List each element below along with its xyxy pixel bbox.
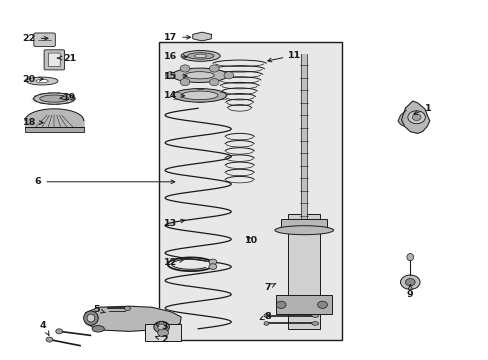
FancyBboxPatch shape bbox=[34, 33, 55, 46]
Ellipse shape bbox=[181, 50, 220, 61]
Text: 7: 7 bbox=[264, 283, 275, 292]
Ellipse shape bbox=[311, 321, 318, 325]
Ellipse shape bbox=[36, 80, 48, 83]
Circle shape bbox=[411, 114, 420, 121]
Text: 10: 10 bbox=[244, 237, 257, 246]
Circle shape bbox=[209, 65, 219, 72]
Circle shape bbox=[208, 259, 216, 265]
FancyBboxPatch shape bbox=[48, 53, 60, 67]
Circle shape bbox=[317, 301, 327, 309]
Ellipse shape bbox=[274, 226, 333, 235]
Bar bbox=[301, 54, 306, 220]
Text: 9: 9 bbox=[406, 285, 413, 299]
Circle shape bbox=[124, 306, 130, 311]
Bar bbox=[159, 42, 341, 339]
Ellipse shape bbox=[158, 329, 168, 337]
Polygon shape bbox=[401, 101, 429, 134]
Text: 6: 6 bbox=[35, 177, 174, 186]
Text: 22: 22 bbox=[22, 34, 48, 43]
Circle shape bbox=[165, 72, 175, 79]
Ellipse shape bbox=[83, 311, 98, 325]
Text: 8: 8 bbox=[260, 312, 270, 321]
Ellipse shape bbox=[184, 72, 214, 79]
Circle shape bbox=[276, 301, 285, 309]
Circle shape bbox=[180, 78, 189, 86]
Circle shape bbox=[405, 279, 414, 286]
Circle shape bbox=[208, 264, 216, 270]
Text: 5: 5 bbox=[93, 305, 105, 314]
Bar bbox=[144, 324, 181, 341]
Ellipse shape bbox=[40, 95, 69, 102]
Text: 4: 4 bbox=[40, 321, 49, 335]
Circle shape bbox=[209, 78, 219, 86]
Ellipse shape bbox=[187, 53, 214, 59]
Text: 17: 17 bbox=[163, 33, 190, 42]
Circle shape bbox=[158, 324, 165, 330]
Text: 20: 20 bbox=[22, 75, 43, 84]
Text: 12: 12 bbox=[163, 258, 183, 267]
Ellipse shape bbox=[92, 325, 104, 332]
Ellipse shape bbox=[194, 54, 206, 58]
Ellipse shape bbox=[181, 91, 218, 100]
Text: 19: 19 bbox=[60, 93, 76, 102]
Circle shape bbox=[407, 111, 425, 124]
Circle shape bbox=[56, 329, 62, 334]
Circle shape bbox=[180, 65, 189, 72]
Text: 14: 14 bbox=[163, 91, 184, 100]
Text: 2: 2 bbox=[155, 335, 168, 344]
Bar bbox=[288, 214, 320, 329]
Ellipse shape bbox=[87, 314, 95, 322]
Ellipse shape bbox=[172, 89, 226, 102]
Ellipse shape bbox=[26, 77, 58, 85]
Text: 16: 16 bbox=[163, 52, 186, 61]
Ellipse shape bbox=[34, 93, 75, 104]
FancyBboxPatch shape bbox=[44, 50, 64, 70]
Text: 15: 15 bbox=[163, 72, 186, 81]
Text: 18: 18 bbox=[22, 118, 43, 127]
Circle shape bbox=[224, 72, 233, 79]
Text: 21: 21 bbox=[57, 54, 76, 63]
Bar bbox=[276, 295, 331, 315]
Bar bbox=[25, 127, 83, 132]
Polygon shape bbox=[192, 32, 211, 41]
Ellipse shape bbox=[171, 68, 227, 82]
Circle shape bbox=[154, 321, 169, 333]
Text: 1: 1 bbox=[413, 104, 430, 114]
Circle shape bbox=[400, 275, 419, 289]
Ellipse shape bbox=[264, 321, 268, 325]
Text: 3: 3 bbox=[155, 322, 168, 331]
Circle shape bbox=[46, 337, 53, 342]
Text: 13: 13 bbox=[163, 219, 184, 228]
Polygon shape bbox=[86, 306, 181, 331]
Ellipse shape bbox=[311, 314, 318, 318]
Polygon shape bbox=[397, 110, 406, 126]
Ellipse shape bbox=[406, 253, 413, 261]
Bar bbox=[281, 220, 327, 228]
Text: 11: 11 bbox=[267, 51, 301, 62]
Ellipse shape bbox=[264, 314, 268, 318]
